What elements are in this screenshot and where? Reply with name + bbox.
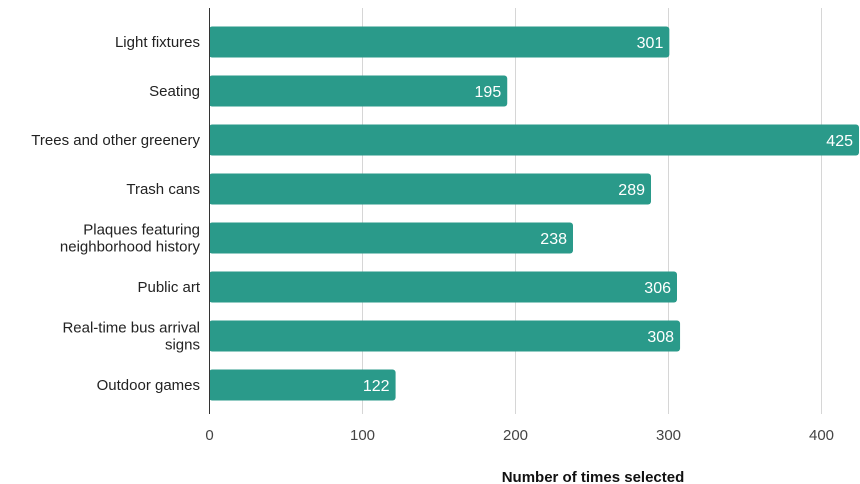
category-label-line: Trash cans	[126, 181, 200, 198]
bar-value-label: 308	[647, 329, 674, 346]
bar	[209, 222, 573, 254]
bar	[209, 369, 396, 401]
category-label: Trees and other greenery	[31, 132, 200, 149]
category-label-line: Real-time bus arrival	[62, 320, 200, 337]
gridlines	[362, 8, 822, 414]
category-label-line: Public art	[137, 279, 200, 296]
category-label: Public art	[137, 279, 200, 296]
bar-value-label: 122	[363, 378, 390, 395]
x-tick-label: 300	[656, 427, 681, 444]
bar	[209, 271, 677, 303]
category-label: Trash cans	[126, 181, 200, 198]
bar-value-label: 306	[644, 280, 671, 297]
bar	[209, 26, 670, 58]
bar-value-label: 425	[826, 133, 853, 150]
category-label: Outdoor games	[97, 377, 200, 394]
category-label-line: Light fixtures	[115, 34, 200, 51]
category-label-line: neighborhood history	[60, 239, 201, 256]
bar	[209, 320, 681, 352]
category-label: Seating	[149, 83, 200, 100]
category-label-line: Trees and other greenery	[31, 132, 200, 149]
bar-value-label: 289	[618, 182, 645, 199]
x-tick-label: 0	[205, 427, 213, 444]
x-axis-title: Number of times selected	[502, 469, 685, 484]
category-label-line: Seating	[149, 83, 200, 100]
bar-value-label: 238	[540, 231, 567, 248]
bars: 301 195 425 289 238 306 308 122	[209, 26, 859, 401]
category-labels: Light fixtures Seating Trees and other gre…	[31, 34, 201, 394]
x-tick-label: 200	[503, 427, 528, 444]
bar	[209, 124, 859, 156]
bar-value-label: 195	[475, 84, 502, 101]
category-label-line: Outdoor games	[97, 377, 200, 394]
bar	[209, 75, 508, 107]
x-tick-labels: 0 100 200 300 400	[205, 427, 834, 444]
category-label-line: signs	[165, 337, 200, 354]
x-tick-label: 400	[809, 427, 834, 444]
bar-value-label: 301	[637, 35, 664, 52]
x-tick-label: 100	[350, 427, 375, 444]
category-label: Plaques featuring neighborhood history	[60, 222, 201, 256]
category-label-line: Plaques featuring	[83, 222, 200, 239]
category-label: Light fixtures	[115, 34, 200, 51]
bar	[209, 173, 651, 205]
category-label: Real-time bus arrival signs	[62, 320, 200, 354]
